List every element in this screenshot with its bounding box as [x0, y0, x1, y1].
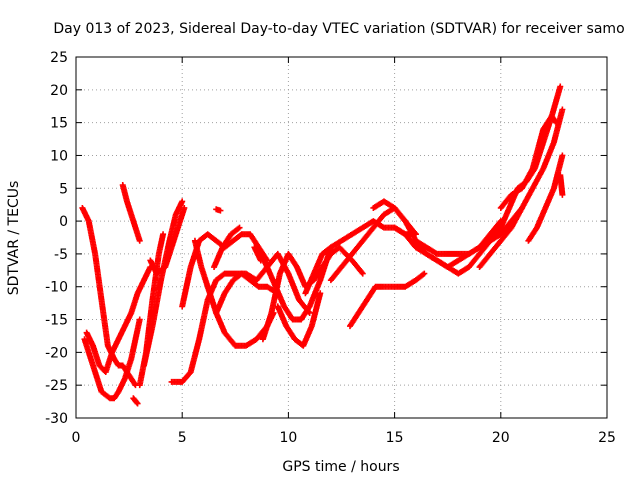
series-track-f	[136, 231, 167, 389]
data-point	[559, 152, 566, 159]
data-point	[179, 198, 186, 205]
x-tick-label: 20	[492, 430, 510, 446]
y-tick-label: 10	[50, 148, 68, 164]
series-track-m	[213, 270, 281, 316]
series-track-e	[130, 395, 141, 407]
x-tick-label: 5	[178, 430, 187, 446]
data-point	[136, 237, 143, 244]
data-point	[553, 119, 560, 126]
data-point	[217, 207, 224, 214]
y-tick-label: 25	[50, 50, 68, 66]
y-tick-label: -25	[45, 378, 68, 394]
x-tick-label: 25	[598, 430, 616, 446]
data-point	[133, 399, 140, 406]
data-point	[181, 204, 188, 211]
plot-frame	[75, 56, 608, 419]
series-track-i	[168, 250, 313, 385]
series-track-ac	[557, 172, 566, 198]
y-tick-label: -10	[45, 280, 68, 296]
series-track-a	[79, 204, 139, 389]
series-track-c	[81, 316, 143, 402]
series-track-n	[213, 206, 224, 214]
data-point	[557, 83, 564, 90]
y-tick-label: 5	[59, 181, 68, 197]
chart-title: Day 013 of 2023, Sidereal Day-to-day VTE…	[53, 21, 624, 37]
data-point	[134, 400, 141, 407]
data-point	[236, 224, 243, 231]
x-tick-label: 10	[279, 430, 297, 446]
y-tick-label: -5	[54, 247, 68, 263]
series-track-s	[302, 218, 419, 297]
data-point	[359, 270, 366, 277]
y-axis-label: SDTVAR / TECUs	[6, 181, 22, 296]
data-point	[421, 270, 428, 277]
series-track-z	[487, 83, 564, 244]
series-track-q	[257, 244, 334, 323]
series-track-o	[251, 244, 264, 264]
series-track-d	[119, 181, 143, 244]
data-point	[136, 316, 143, 323]
series-track-h	[147, 204, 188, 277]
y-tick-label: -30	[45, 411, 68, 427]
y-tick-label: 15	[50, 116, 68, 132]
y-tick-label: 0	[59, 214, 68, 230]
data-point	[559, 191, 566, 198]
x-tick-label: 0	[72, 430, 81, 446]
series-track-t	[327, 204, 419, 284]
series-track-y	[476, 106, 566, 271]
data-points	[79, 83, 566, 407]
x-axis-label: GPS time / hours	[282, 459, 399, 475]
series-track-r	[274, 290, 324, 349]
y-tick-label: 20	[50, 83, 68, 99]
data-point	[317, 290, 324, 297]
series-track-b	[83, 264, 154, 376]
x-tick-label: 15	[386, 430, 404, 446]
series-track-aa	[497, 113, 560, 211]
series-track-u	[346, 270, 428, 330]
y-tick-label: -15	[45, 313, 68, 329]
data-point	[160, 231, 167, 238]
data-point	[559, 106, 566, 113]
y-tick-label: -20	[45, 345, 68, 361]
axis-ticks: 0 5 10 15 20 25 -30 -25 -20 -15 -10 -5 0 5 10 15 20 25	[45, 50, 616, 446]
data-point	[358, 269, 365, 276]
series-track-l	[211, 224, 243, 271]
